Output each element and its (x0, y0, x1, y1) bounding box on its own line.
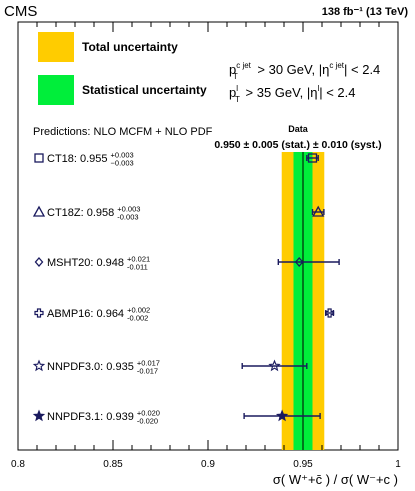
prediction-label: NNPDF3.0: 0.935 (47, 361, 134, 373)
prediction-err-down: -0.002 (127, 314, 148, 323)
prediction-err-up: +0.002 (127, 306, 150, 315)
prediction-err-up: +0.017 (137, 359, 160, 368)
legend-label-total: Total uncertainty (82, 40, 178, 54)
prediction-row: NNPDF3.1: 0.939 +0.020-0.020 (32, 409, 321, 426)
jet-cut-label: pc jet T > 30 GeV, |ηc jet| < 2.4 (229, 61, 380, 81)
open-triangle-marker-icon (32, 205, 46, 217)
prediction-row: CT18: 0.955 +0.003−0.003 (34, 151, 319, 168)
x-tick-label: 0.8 (11, 459, 25, 470)
filled-star-marker-icon (32, 409, 46, 422)
luminosity-label: 138 fb⁻¹ (13 TeV) (322, 6, 409, 18)
legend-swatch-stat (38, 75, 74, 105)
prediction-err-up: +0.020 (137, 409, 160, 418)
prediction-label: MSHT20: 0.948 (47, 257, 124, 269)
prediction-err-down: -0.003 (117, 213, 138, 222)
prediction-err-down: -0.020 (137, 417, 158, 426)
prediction-label: CT18Z: 0.958 (47, 207, 114, 219)
prediction-err-up: +0.003 (117, 205, 140, 214)
data-value-text: 0.950 ± 0.005 (stat.) ± 0.010 (syst.) (214, 139, 381, 151)
prediction-row: NNPDF3.0: 0.935 +0.017-0.017 (32, 359, 308, 376)
legend-swatch-total (38, 32, 74, 62)
experiment-label: CMS (4, 3, 37, 20)
prediction-err-up: +0.003 (111, 151, 134, 160)
prediction-point (268, 359, 281, 372)
prediction-label: ABMP16: 0.964 (47, 308, 124, 320)
prediction-row: MSHT20: 0.948 +0.021-0.011 (34, 255, 340, 272)
prediction-err-up: +0.021 (127, 255, 150, 264)
lepton-cut-label: pl T > 35 GeV, |ηl| < 2.4 (229, 84, 356, 104)
predictions-title: Predictions: NLO MCFM + NLO PDF (33, 126, 213, 138)
prediction-point (312, 205, 325, 217)
open-star-marker-icon (32, 359, 46, 372)
x-tick-label: 0.9 (201, 459, 215, 470)
svg-text:plT > 35 GeV, |ηl| < 2.4: pl T > 35 GeV, |ηl| < 2.4 (229, 84, 356, 104)
x-tick-label: 1 (395, 459, 401, 470)
x-tick-label: 0.85 (103, 459, 123, 470)
x-axis-title: σ( W⁺+c̄ ) / σ( W⁻+c ) (273, 472, 398, 487)
x-axis: 0.8 0.85 0.9 0.95 1 (11, 22, 401, 470)
prediction-err-down: -0.017 (137, 367, 158, 376)
prediction-point (307, 153, 318, 163)
prediction-point (325, 308, 335, 318)
prediction-err-down: -0.011 (127, 263, 148, 272)
prediction-row: CT18Z: 0.958 +0.003-0.003 (32, 205, 325, 222)
open-diamond-marker-icon (34, 257, 44, 267)
open-cross-marker-icon (34, 308, 44, 318)
prediction-label: CT18: 0.955 (47, 153, 108, 165)
prediction-point (294, 257, 304, 267)
prediction-label: NNPDF3.1: 0.939 (47, 411, 134, 423)
prediction-row: ABMP16: 0.964 +0.002-0.002 (34, 306, 335, 323)
data-label: Data (288, 124, 309, 134)
x-tick-label: 0.95 (293, 459, 313, 470)
legend-label-stat: Statistical uncertainty (82, 83, 207, 97)
open-square-marker-icon (34, 153, 44, 163)
prediction-point (275, 409, 289, 422)
prediction-err-down: −0.003 (111, 159, 134, 168)
